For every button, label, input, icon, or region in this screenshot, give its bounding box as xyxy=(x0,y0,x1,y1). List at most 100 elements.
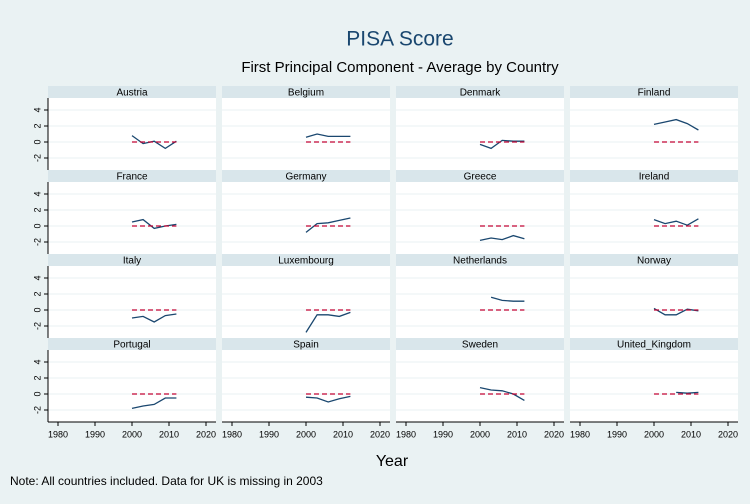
facet-strip xyxy=(48,86,216,98)
x-tick-label: 2020 xyxy=(370,429,390,439)
facet-strip xyxy=(222,86,390,98)
y-tick-label: 2 xyxy=(32,123,42,128)
facet-title: Italy xyxy=(123,256,141,267)
x-tick-label: 2010 xyxy=(333,429,353,439)
plot-area xyxy=(570,98,738,170)
series-line xyxy=(131,135,177,150)
y-tick-label: 4 xyxy=(32,359,42,364)
series-line xyxy=(305,217,351,233)
facet-title: Netherlands xyxy=(453,256,507,267)
facet-title: France xyxy=(116,172,148,183)
facet-title: United_Kingdom xyxy=(617,340,691,351)
x-tick-label: 2020 xyxy=(196,429,216,439)
y-tick-label: 2 xyxy=(32,291,42,296)
plot-area xyxy=(222,350,390,422)
x-tick-label: 1980 xyxy=(222,429,242,439)
x-tick-label: 1990 xyxy=(259,429,279,439)
facet-strip xyxy=(396,170,564,182)
x-tick-label: 2000 xyxy=(296,429,316,439)
x-tick-label: 2010 xyxy=(159,429,179,439)
facet-title: Luxembourg xyxy=(278,256,334,267)
series-line xyxy=(479,386,525,401)
plot-area xyxy=(570,266,738,338)
facet-title: Spain xyxy=(293,340,319,351)
x-tick-label: 2010 xyxy=(507,429,527,439)
facet-strip xyxy=(570,170,738,182)
facet-strip xyxy=(48,254,216,266)
x-tick-label: 1980 xyxy=(396,429,416,439)
facet-strip xyxy=(48,338,216,350)
plot-area xyxy=(570,350,738,422)
facet-title: Sweden xyxy=(462,340,498,351)
x-tick-label: 2000 xyxy=(470,429,490,439)
plot-area xyxy=(570,182,738,254)
facet-title: Austria xyxy=(116,88,148,99)
facet-strip xyxy=(570,338,738,350)
x-tick-label: 2010 xyxy=(681,429,701,439)
series-line xyxy=(131,397,177,410)
facet-title: Denmark xyxy=(460,88,502,99)
y-tick-label: -2 xyxy=(32,322,42,330)
facet-strip xyxy=(48,170,216,182)
y-tick-label: 4 xyxy=(32,275,42,280)
plot-area xyxy=(396,350,564,422)
y-tick-label: 0 xyxy=(32,223,42,228)
facet-title: Germany xyxy=(285,172,326,183)
x-tick-label: 1980 xyxy=(48,429,68,439)
plot-area xyxy=(48,98,216,170)
plot-area xyxy=(396,98,564,170)
series-line xyxy=(490,296,525,302)
series-line xyxy=(305,311,351,333)
y-tick-label: -2 xyxy=(32,238,42,246)
facet-strip xyxy=(570,86,738,98)
y-tick-label: 0 xyxy=(32,391,42,396)
y-tick-label: 4 xyxy=(32,191,42,196)
plot-area xyxy=(222,182,390,254)
series-line xyxy=(305,395,351,403)
plot-area xyxy=(396,182,564,254)
x-tick-label: 2020 xyxy=(718,429,738,439)
facet-strip xyxy=(222,338,390,350)
plot-area xyxy=(48,350,216,422)
x-tick-label: 1990 xyxy=(607,429,627,439)
plot-area xyxy=(48,266,216,338)
x-tick-label: 1980 xyxy=(570,429,590,439)
x-tick-label: 2000 xyxy=(122,429,142,439)
y-tick-label: 2 xyxy=(32,207,42,212)
x-tick-label: 2000 xyxy=(644,429,664,439)
facet-strip xyxy=(396,338,564,350)
y-tick-label: -2 xyxy=(32,406,42,414)
note: Note: All countries included. Data for U… xyxy=(10,474,323,488)
x-tick-label: 2020 xyxy=(544,429,564,439)
series-line xyxy=(305,133,351,138)
series-line xyxy=(653,118,699,131)
facet-title: Portugal xyxy=(113,340,150,351)
facet-strip xyxy=(222,254,390,266)
chart-title: PISA Score xyxy=(346,28,453,51)
series-line xyxy=(131,313,177,323)
series-line xyxy=(479,139,525,150)
facet-title: Ireland xyxy=(639,172,670,183)
y-tick-label: 4 xyxy=(32,107,42,112)
facet-title: Belgium xyxy=(288,88,324,99)
y-tick-label: 0 xyxy=(32,139,42,144)
x-axis-title: Year xyxy=(376,453,409,470)
y-tick-label: 2 xyxy=(32,375,42,380)
plot-area xyxy=(48,182,216,254)
plot-area xyxy=(396,266,564,338)
plot-area xyxy=(222,266,390,338)
facet-title: Greece xyxy=(464,172,497,183)
series-line xyxy=(653,218,699,226)
x-tick-label: 1990 xyxy=(433,429,453,439)
facet-strip xyxy=(396,86,564,98)
chart-subtitle: First Principal Component - Average by C… xyxy=(241,59,559,76)
series-line xyxy=(479,234,525,242)
facet-title: Norway xyxy=(637,256,671,267)
facet-strip xyxy=(570,254,738,266)
series-line xyxy=(676,391,699,394)
y-tick-label: -2 xyxy=(32,154,42,162)
facet-strip xyxy=(222,170,390,182)
y-tick-label: 0 xyxy=(32,307,42,312)
facet-strip xyxy=(396,254,564,266)
